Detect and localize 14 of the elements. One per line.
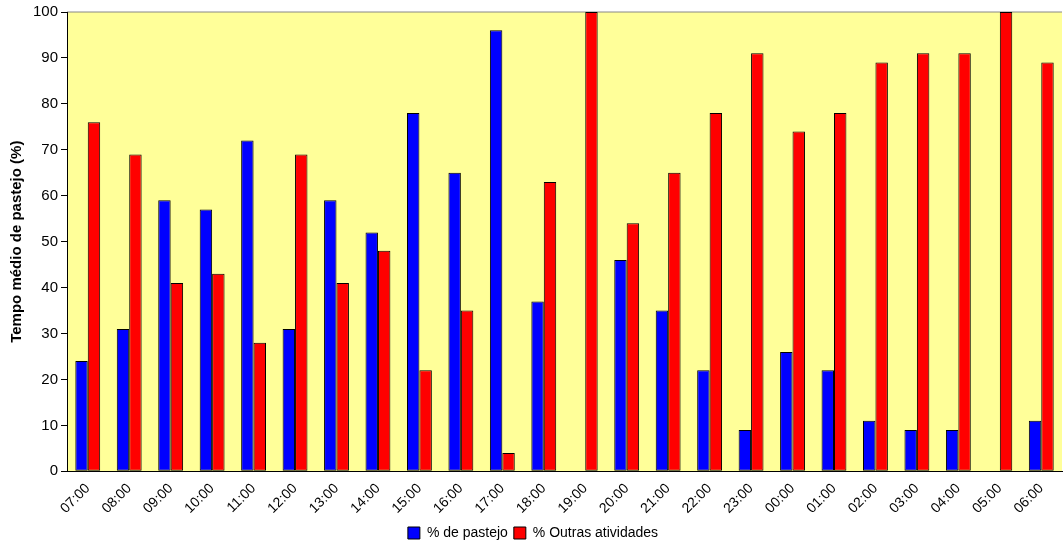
legend-label: % Outras atividades (532, 523, 659, 540)
y-axis-title: Tempo médio de pastejo (%) (7, 140, 25, 343)
y-tick-label: 70 (41, 139, 59, 157)
y-tick-label: 80 (41, 94, 59, 112)
legend-label: % de pastejo (426, 523, 509, 540)
y-tick-label: 40 (41, 277, 59, 295)
y-tick-label: 50 (41, 231, 59, 249)
y-tick-label: 10 (41, 415, 59, 433)
y-tick-label: 30 (41, 323, 59, 341)
y-tick-label: 90 (41, 48, 59, 66)
y-tick-label: 60 (41, 185, 59, 203)
y-tick-label: 100 (33, 2, 59, 20)
y-tick-label: 0 (49, 461, 59, 479)
y-tick-label: 20 (41, 369, 59, 387)
